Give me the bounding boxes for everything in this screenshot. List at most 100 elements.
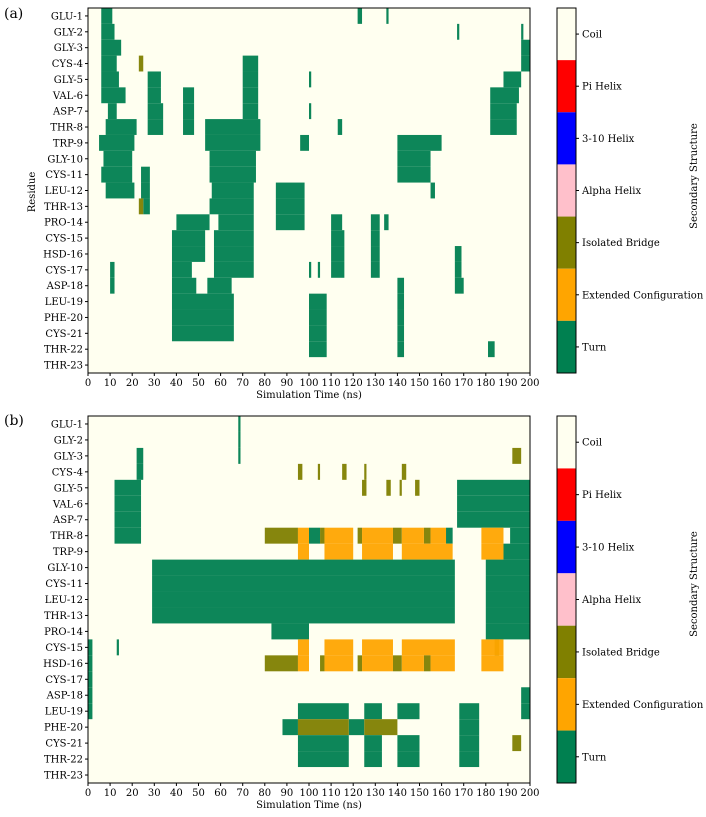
segment-trp-9-extended-configuration [362,543,393,560]
segment-gly-3-turn [238,447,241,464]
segment-cys-15-turn [331,230,345,247]
x-tick-label-200: 200 [520,378,539,389]
segment-trp-9-turn [99,134,135,151]
x-tick-label-180: 180 [476,788,495,799]
colorbar-label-turn: Turn [582,342,607,353]
segment-asp-7-turn [147,103,164,120]
y-tick-label-gly-5: GLY-5 [54,75,83,86]
segment-asp-7-turn [309,103,312,120]
y-tick-label-gly-2: GLY-2 [54,27,83,38]
x-tick-label-140: 140 [388,788,407,799]
segment-gly-10-turn [152,559,455,576]
y-tick-label-asp-18: ASP-18 [46,691,83,702]
segment-thr-8-turn [147,119,164,135]
x-tick-label-180: 180 [476,378,495,389]
colorbar-swatch-3-10-helix [557,112,576,165]
y-tick-label-gly-10: GLY-10 [47,563,83,574]
segment-thr-22-turn [364,751,382,768]
segment-asp-18-turn [110,277,115,294]
y-tick-label-thr-13: THR-13 [44,202,83,213]
segment-cys-4-isolated-bridge [317,463,321,480]
x-tick-label-60: 60 [214,378,227,389]
colorbar-swatch-extended-configuration [557,268,576,321]
segment-leu-19-turn [171,293,234,310]
colorbar-swatch-alpha-helix [557,164,576,217]
segment-gly-2-turn [457,23,460,40]
segment-asp-18-turn [397,277,405,294]
segment-gly-5-turn [101,71,119,88]
segment-hsd-16-extended-configuration [401,655,424,672]
colorbar-swatch-alpha-helix [557,573,576,626]
colorbar-label-pi-helix: Pi Helix [582,82,622,93]
panel-b: (b) Simulation Time (ns) Secondary Struc… [4,413,704,811]
segment-val-6-turn [183,87,195,104]
x-tick-label-50: 50 [192,378,205,389]
segment-phe-20-turn [282,719,298,736]
colorbar-frame [556,415,577,784]
segment-leu-12-turn [211,182,254,199]
segment-cys-11-turn [397,166,431,183]
segment-cys-15-extended-configuration [324,639,354,656]
segment-thr-8-isolated-bridge [264,527,298,544]
segment-thr-8-extended-configuration [481,527,504,544]
segment-cys-21-turn [171,325,234,342]
x-tick-label-150: 150 [410,378,429,389]
colorbar-label-coil: Coil [582,438,602,449]
segment-hsd-16-extended-configuration [362,655,393,672]
x-tick-label-50: 50 [192,788,205,799]
segment-gly-5-turn [147,71,161,88]
colorbar-label-extended-configuration: Extended Configuration [582,700,704,711]
segment-cys-15-extended-configuration [481,639,504,656]
segment-asp-7-turn [114,511,142,528]
segment-cys-4-turn [136,463,144,480]
panel-a: (a) Residue Simulation Time (ns) Seconda… [4,6,704,401]
segment-leu-19-turn [397,293,405,310]
segment-asp-18-turn [521,687,530,704]
y-tick-label-glu-1: GLU-1 [51,11,83,22]
colorbar-label-3-10-helix: 3-10 Helix [582,134,635,145]
y-tick-label-cys-21: CYS-21 [45,329,83,340]
segment-pro-14-turn [176,214,210,231]
segment-cys-17-turn [454,261,462,278]
segment-cys-4-turn [521,55,530,72]
x-tick-label-0: 0 [85,378,91,389]
y-tick-label-thr-23: THR-23 [44,771,83,782]
segment-gly-3-turn [521,39,530,56]
x-tick-label-80: 80 [258,788,271,799]
segment-thr-13-isolated-bridge [138,198,144,215]
segment-phe-20-turn [459,719,480,736]
segment-cys-21-turn [397,735,420,752]
colorbar-swatch-3-10-helix [557,520,576,574]
x-tick-label-40: 40 [170,378,183,389]
segment-leu-12-turn [275,182,305,199]
segment-cys-15-extended-configuration [401,639,455,656]
y-tick-label-cys-17: CYS-17 [45,675,83,686]
segment-thr-13-turn [275,198,305,215]
segment-cys-17-turn [370,261,380,278]
segment-leu-12-turn [105,182,135,199]
segment-phe-20-turn [309,309,327,326]
segment-pro-14-turn [485,623,530,640]
y-tick-label-cys-21: CYS-21 [45,739,83,750]
colorbar-label-3-10-helix: 3-10 Helix [582,543,635,554]
colorbar-swatch-turn [557,730,576,783]
segment-thr-22-turn [397,341,405,358]
y-tick-label-asp-7: ASP-7 [52,515,83,526]
segment-hsd-16-turn [370,246,380,262]
segment-gly-3-turn [101,39,122,56]
panel-b-colorbar: Coil Pi Helix 3-10 Helix Alpha Helix Isolate… [556,415,704,784]
x-tick-label-160: 160 [432,378,451,389]
segment-hsd-16-turn [88,655,93,672]
segment-pro-14-turn [331,214,343,231]
x-tick-label-30: 30 [148,788,161,799]
segment-phe-20-isolated-bridge [364,719,398,736]
segment-hsd-16-extended-configuration [324,655,354,672]
x-tick-label-120: 120 [344,788,363,799]
segment-leu-19-turn [364,703,382,720]
y-tick-label-leu-12: LEU-12 [45,186,83,197]
segment-cys-15-extended-configuration [362,639,393,656]
y-tick-label-thr-8: THR-8 [50,531,83,542]
y-tick-label-thr-22: THR-22 [44,755,83,766]
segment-hsd-16-isolated-bridge [423,655,431,672]
